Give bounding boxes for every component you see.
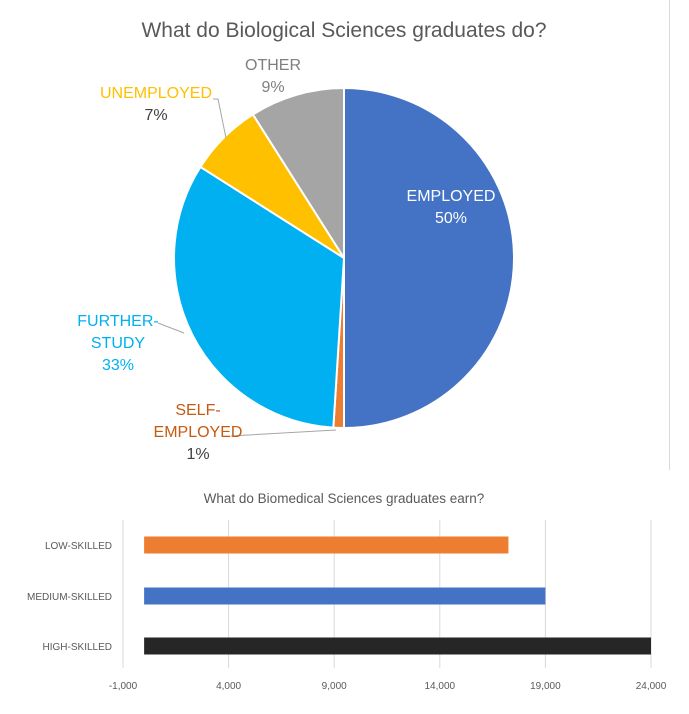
- pie-slice-label-1: SELF-: [175, 402, 220, 419]
- pie-leader-line-3: [213, 98, 227, 139]
- bar-category-label: LOW-SKILLED: [45, 541, 112, 552]
- bar-high-skilled: [144, 637, 651, 655]
- bar-chart: What do Biomedical Sciences graduates ea…: [0, 475, 689, 709]
- chart-divider: [669, 0, 670, 470]
- bar-medium-skilled: [144, 587, 546, 605]
- pie-leader-line-1: [230, 429, 337, 437]
- bar-x-tick-label: -1,000: [109, 681, 138, 692]
- bar-x-tick-label: 14,000: [425, 681, 456, 692]
- bar-x-tick-label: 24,000: [636, 681, 667, 692]
- pie-slice-value-2: 33%: [102, 357, 134, 374]
- bar-x-tick-label: 19,000: [530, 681, 561, 692]
- pie-slice-4: [251, 86, 345, 262]
- pie-slice-label-2: FURTHER-: [77, 313, 158, 330]
- bar-chart-svg: What do Biomedical Sciences graduates ea…: [27, 491, 667, 692]
- pie-chart-title: What do Biological Sciences graduates do…: [141, 19, 546, 42]
- bar-category-label: HIGH-SKILLED: [43, 642, 112, 653]
- pie-leader-line-2: [157, 322, 185, 334]
- pie-slice-0: [343, 86, 515, 430]
- pie-chart: What do Biological Sciences graduates do…: [77, 19, 546, 463]
- bar-category-label: MEDIUM-SKILLED: [27, 592, 112, 603]
- pie-slice-label-4: OTHER: [245, 57, 301, 74]
- bar-x-tick-label: 4,000: [216, 681, 241, 692]
- pie-slice-value-3: 7%: [144, 107, 167, 124]
- pie-slice-value-0: 50%: [435, 210, 467, 227]
- pie-slice-value-4: 9%: [261, 79, 284, 96]
- pie-slice-value-1: 1%: [186, 446, 209, 463]
- bar-x-tick-label: 9,000: [322, 681, 347, 692]
- pie-slice-label-2: STUDY: [91, 335, 146, 352]
- pie-chart-svg: What do Biological Sciences graduates do…: [77, 19, 546, 463]
- pie-slice-label-3: UNEMPLOYED: [100, 85, 212, 102]
- pie-slice-label-1: EMPLOYED: [154, 424, 243, 441]
- bar-low-skilled: [144, 536, 509, 554]
- pie-slice-label-0: EMPLOYED: [407, 188, 496, 205]
- bar-chart-title: What do Biomedical Sciences graduates ea…: [204, 491, 485, 506]
